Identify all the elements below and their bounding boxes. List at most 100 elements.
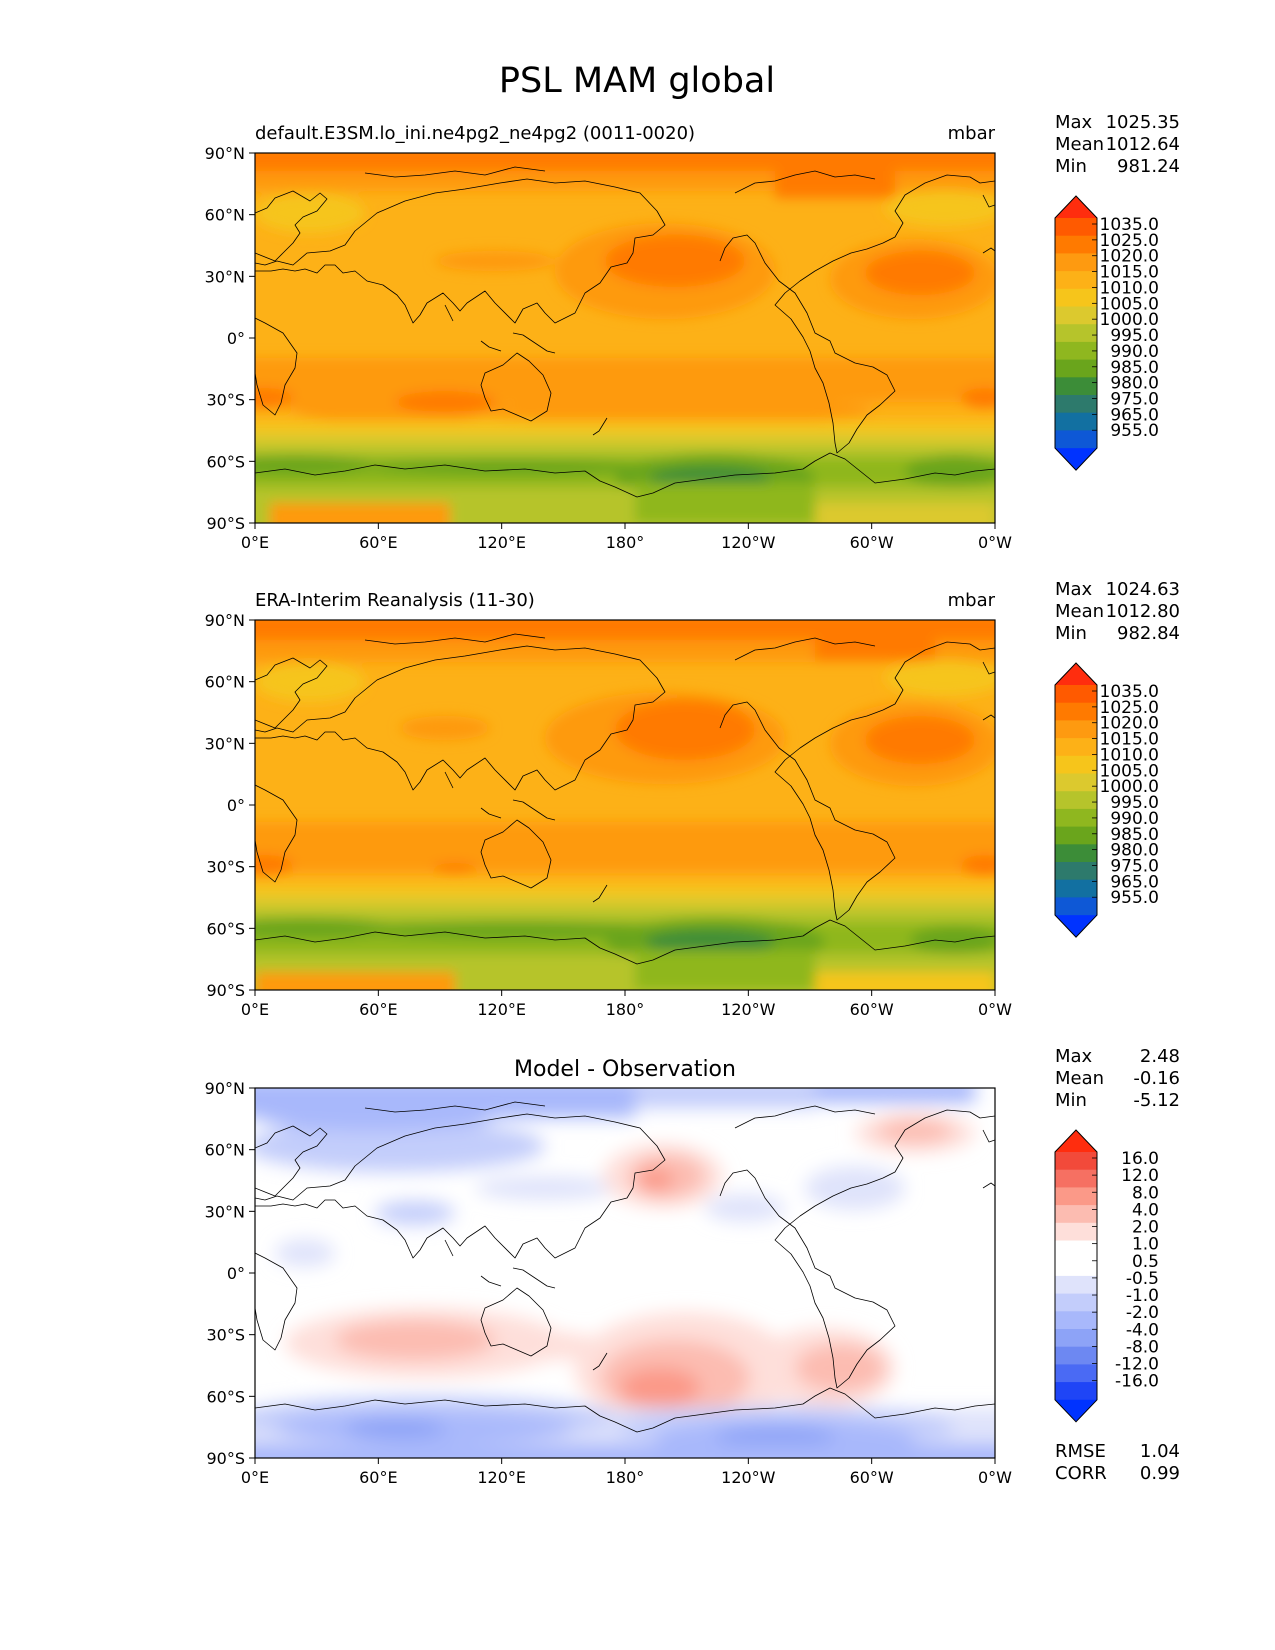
colorbar-segment — [1055, 218, 1097, 237]
colorbar-segment — [1055, 430, 1097, 449]
panel-obs: ERA-Interim Reanalysis (11-30) mbar — [205, 590, 1013, 1019]
colorbar-segment — [1055, 791, 1097, 810]
panel-title-right: mbar — [948, 590, 996, 611]
lon-tick-label: 60°W — [850, 533, 894, 552]
colorbar-segment — [1055, 306, 1097, 325]
lat-tick-label: 60°N — [205, 673, 245, 692]
colorbar-tick-label: 955.0 — [1110, 421, 1159, 441]
colorbar-segment — [1055, 253, 1097, 272]
extra-stat-label: CORR — [1055, 1463, 1107, 1484]
colorbar-tick-label: 975.0 — [1110, 857, 1159, 877]
colorbar-tick-label: -8.0 — [1126, 1337, 1159, 1357]
colorbar-extend-top — [1055, 1130, 1097, 1152]
colorbar-segment — [1055, 1346, 1097, 1365]
lat-tick-label: 60°S — [206, 452, 245, 471]
stat-label: Min — [1055, 623, 1087, 644]
colorbar-segment — [1055, 862, 1097, 881]
colorbar-tick-label: 995.0 — [1110, 326, 1159, 346]
panel-diff: Model - Observation — [205, 1057, 1013, 1487]
stat-value: 1025.35 — [1106, 112, 1180, 133]
colorbar-tick-label: 985.0 — [1110, 825, 1159, 845]
colorbar-tick-label: 980.0 — [1110, 841, 1159, 861]
page-title: PSL MAM global — [499, 61, 775, 101]
colorbar-segment — [1055, 879, 1097, 898]
map-axes: 90°N 60°N 30°N 0° 30°S 60°S 90°S0°E 60°E 120°E 18… — [205, 144, 1013, 552]
colorbar-tick-label: 8.0 — [1132, 1183, 1159, 1203]
lat-tick-label: 30°N — [205, 267, 245, 286]
stat-label: Mean — [1055, 1068, 1104, 1089]
stat-label: Min — [1055, 156, 1087, 177]
colorbar-tick-label: 990.0 — [1110, 342, 1159, 362]
lon-tick-label: 180° — [606, 1000, 645, 1019]
lat-tick-label: 0° — [227, 796, 245, 815]
lat-tick-label: 0° — [227, 329, 245, 348]
lon-tick-label: 0°W — [978, 533, 1012, 552]
lon-tick-label: 0°E — [241, 1000, 269, 1019]
extra-stat-value: 1.04 — [1140, 1441, 1180, 1462]
colorbar-outline — [1054, 195, 1098, 471]
colorbar-tick-label: 1010.0 — [1100, 745, 1159, 765]
stat-label: Max — [1055, 1046, 1093, 1067]
colorbar-tick-label: 985.0 — [1110, 358, 1159, 378]
colorbar-segment — [1055, 1329, 1097, 1348]
lat-tick-label: 30°N — [205, 734, 245, 753]
lon-tick-label: 60°E — [359, 1468, 397, 1487]
colorbar-segment — [1055, 395, 1097, 414]
map-field — [255, 620, 995, 990]
lon-tick-label: 60°E — [359, 1000, 397, 1019]
lat-tick-label: 60°S — [206, 1387, 245, 1406]
colorbar-tick-label: 1000.0 — [1100, 777, 1159, 797]
colorbar-tick-label: 1015.0 — [1100, 730, 1159, 750]
lon-tick-label: 120°W — [721, 1468, 776, 1487]
colorbar-tick-label: -16.0 — [1115, 1372, 1159, 1392]
colorbar-segment — [1055, 271, 1097, 290]
coastlines — [255, 166, 995, 498]
colorbar-segment — [1055, 235, 1097, 254]
colorbar-tick-label: 0.5 — [1132, 1252, 1159, 1272]
lon-tick-label: 60°W — [850, 1000, 894, 1019]
lon-tick-label: 60°W — [850, 1468, 894, 1487]
colorbar-tick-label: 1005.0 — [1100, 294, 1159, 314]
colorbar-segment — [1055, 897, 1097, 916]
colorbar-tick-label: 1020.0 — [1100, 247, 1159, 267]
lon-tick-label: 120°W — [721, 533, 776, 552]
colorbar-extend-top — [1055, 663, 1097, 685]
colorbar-tick-label: 990.0 — [1110, 809, 1159, 829]
lon-tick-label: 0°W — [978, 1468, 1012, 1487]
colorbar-tick-label: -4.0 — [1126, 1320, 1159, 1340]
colorbar-tick-label: 1005.0 — [1100, 761, 1159, 781]
map-field — [255, 153, 995, 523]
lon-tick-label: 0°W — [978, 1000, 1012, 1019]
lat-tick-label: 30°S — [206, 858, 245, 877]
colorbar-segment — [1055, 1169, 1097, 1188]
colorbar-segment — [1055, 324, 1097, 343]
lat-tick-label: 90°N — [205, 1079, 245, 1098]
colorbar-segment — [1055, 738, 1097, 757]
lon-tick-label: 0°E — [241, 533, 269, 552]
colorbar-tick-label: 1035.0 — [1100, 215, 1159, 235]
stat-label: Mean — [1055, 134, 1104, 155]
colorbar-segment — [1055, 702, 1097, 721]
colorbar-segment — [1055, 1382, 1097, 1401]
lon-tick-label: 60°E — [359, 533, 397, 552]
lat-tick-label: 90°S — [206, 981, 245, 1000]
lon-tick-label: 120°E — [477, 1000, 526, 1019]
colorbar-segment — [1055, 755, 1097, 775]
lon-tick-label: 120°E — [477, 533, 526, 552]
colorbar-tick-label: -1.0 — [1126, 1286, 1159, 1306]
colorbar-tick-label: 1015.0 — [1100, 263, 1159, 283]
colorbar-tick-label: 1025.0 — [1100, 231, 1159, 251]
stat-label: Max — [1055, 112, 1093, 133]
colorbar-segment — [1055, 826, 1097, 845]
stat-value: 1024.63 — [1106, 579, 1180, 600]
colorbar-segment — [1055, 1240, 1097, 1259]
colorbar-extend-bottom — [1055, 448, 1097, 471]
colorbar-tick-label: 12.0 — [1121, 1166, 1159, 1186]
lat-tick-label: 60°S — [206, 919, 245, 938]
colorbar-segment — [1055, 1293, 1097, 1312]
stat-label: Max — [1055, 579, 1093, 600]
lat-tick-label: 90°N — [205, 144, 245, 163]
colorbar-segment — [1055, 359, 1097, 378]
